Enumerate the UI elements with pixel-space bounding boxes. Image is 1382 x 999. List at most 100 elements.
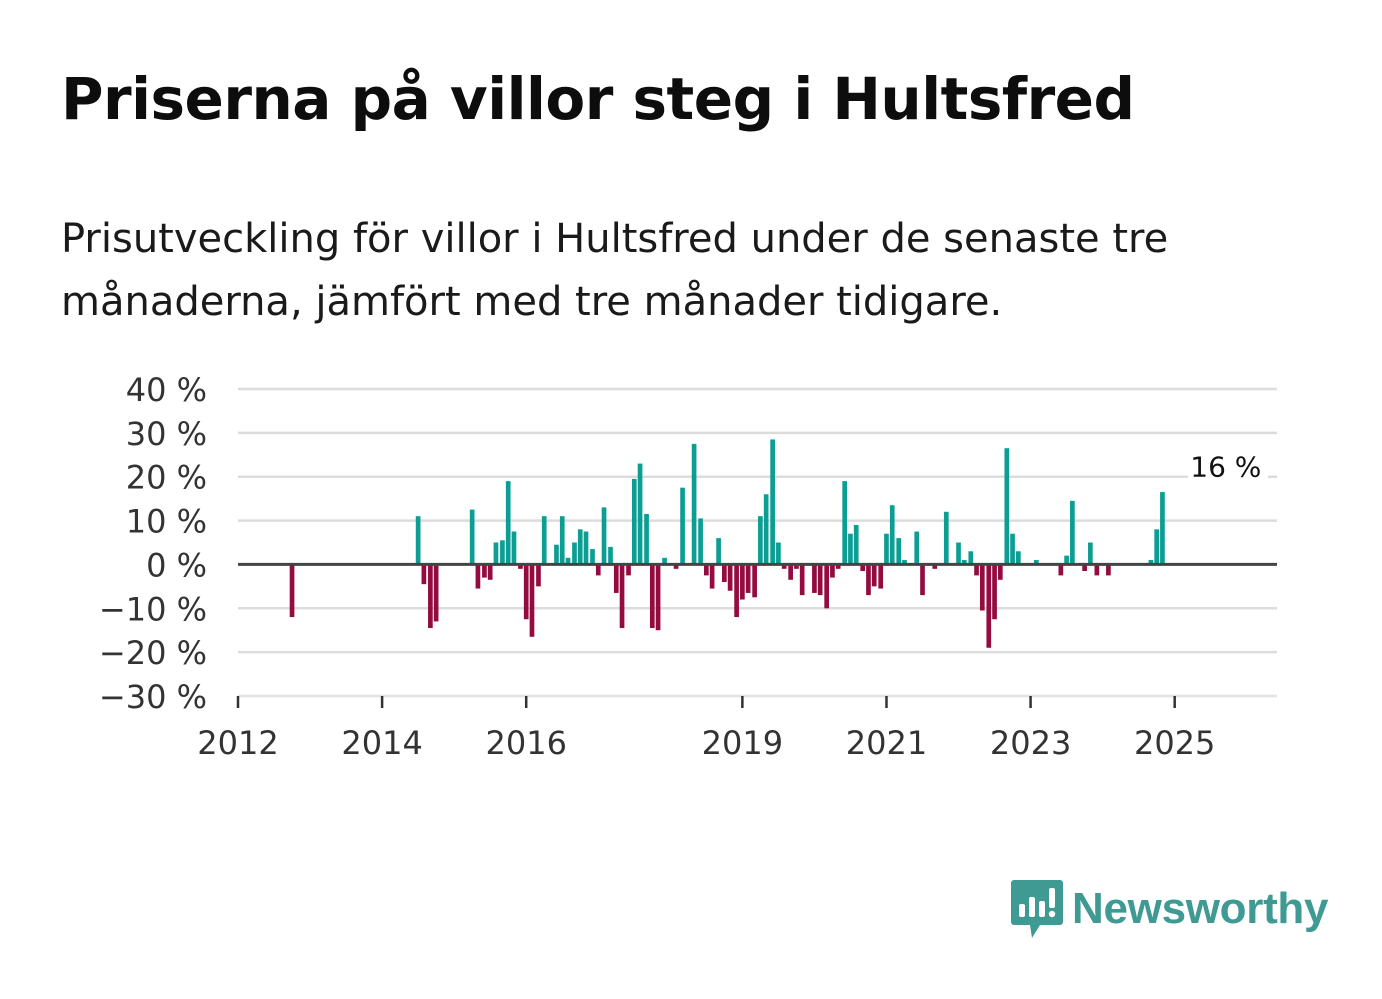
bar: [1010, 533, 1015, 565]
bar: [992, 564, 997, 620]
bar: [830, 564, 835, 578]
bar: [1160, 492, 1165, 565]
bar: [619, 564, 625, 629]
bar: [565, 557, 571, 565]
bar: [914, 531, 920, 565]
bar: [469, 509, 475, 565]
value-annotation: 16 %: [1187, 448, 1268, 487]
bar: [740, 564, 745, 600]
bar: [482, 564, 487, 578]
bar: [649, 564, 655, 629]
x-tick-label: 2023: [990, 724, 1071, 762]
bar: [595, 564, 601, 576]
bar: [541, 516, 547, 565]
bar: [776, 542, 781, 565]
bar: [428, 564, 433, 629]
bar: [799, 564, 805, 596]
bar: [505, 481, 511, 565]
newsworthy-logo-icon: [1011, 880, 1063, 938]
bar: [974, 564, 979, 576]
bar: [745, 564, 751, 593]
bar: [968, 551, 974, 565]
bar: [1070, 500, 1075, 565]
bar: [812, 564, 817, 593]
bar: [500, 540, 505, 565]
bar: [853, 524, 859, 565]
bar: [704, 564, 709, 576]
bar: [572, 542, 577, 565]
bar: [835, 564, 841, 569]
y-tick-label: 10 %: [126, 503, 207, 541]
bar: [896, 538, 902, 565]
bar: [1082, 564, 1087, 572]
bar: [866, 564, 871, 596]
bar: [644, 513, 649, 565]
bar: [1106, 564, 1111, 576]
bar: [860, 564, 866, 572]
bar: [680, 487, 685, 565]
x-tick-label: 2021: [846, 724, 927, 762]
chart-subtitle: Prisutveckling för villor i Hultsfred un…: [61, 216, 1169, 325]
bar: [590, 549, 595, 565]
bar: [421, 564, 427, 585]
bar: [536, 564, 541, 587]
bar: [817, 564, 823, 596]
y-tick-label: 40 %: [126, 371, 207, 409]
bar: [433, 564, 439, 622]
bar: [601, 507, 607, 565]
bar: [523, 564, 529, 620]
bar: [1094, 564, 1100, 576]
brand-name: Newsworthy: [1072, 884, 1329, 933]
bar: [997, 564, 1003, 580]
bar: [613, 564, 619, 593]
bar: [626, 564, 631, 576]
bar: [709, 564, 715, 589]
bar: [848, 533, 853, 565]
newsworthy-logo: Newsworthy: [1010, 878, 1328, 940]
y-tick-label: 0 %: [146, 546, 207, 584]
bar: [487, 564, 493, 580]
bar: [1004, 448, 1010, 565]
bar: [577, 529, 583, 565]
bar: [691, 443, 697, 565]
y-tick-label: 20 %: [126, 459, 207, 497]
bar: [289, 564, 295, 618]
bar: [842, 481, 848, 565]
bar: [932, 564, 938, 569]
bar: [1064, 555, 1069, 565]
grid-lines: [238, 387, 1277, 698]
bar: [673, 564, 679, 569]
bar: [824, 564, 830, 609]
bar: [770, 439, 775, 565]
bar: [415, 516, 421, 565]
bar: [986, 564, 992, 648]
bar: [763, 494, 769, 565]
bar: [554, 544, 559, 565]
bar: [559, 516, 565, 565]
x-tick-label: 2014: [341, 724, 422, 762]
bar: [727, 564, 733, 591]
bar: [608, 546, 613, 565]
bars: [289, 439, 1165, 648]
bar: [956, 542, 961, 565]
bar: [961, 560, 967, 565]
bar: [637, 463, 643, 565]
bar: [655, 564, 661, 631]
bar: [902, 560, 907, 565]
y-tick-label: −20 %: [99, 634, 207, 672]
bar: [943, 511, 949, 565]
bar: [1154, 529, 1160, 565]
bar: [511, 531, 517, 565]
bar: [518, 564, 523, 569]
bar: [1148, 560, 1154, 565]
bar: [752, 564, 757, 598]
annotation-background: [1187, 448, 1268, 487]
bar: [1015, 551, 1021, 565]
bar: [1034, 560, 1039, 565]
bar: [884, 533, 889, 565]
bar: [788, 564, 793, 580]
y-tick-label: −30 %: [99, 678, 207, 716]
bar: [1058, 564, 1064, 576]
bar: [758, 516, 763, 565]
